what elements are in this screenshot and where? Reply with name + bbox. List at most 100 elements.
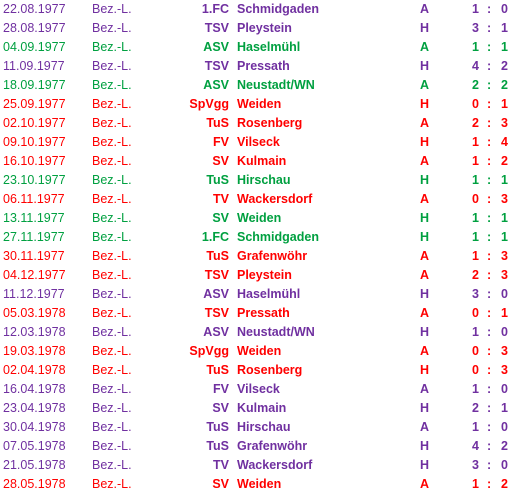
goals-against: 4 (501, 135, 508, 149)
match-row: 05.03.1978 Bez.-L. TSV Pressath A 0:1 (0, 304, 521, 323)
opponent-name: Rosenberg (237, 363, 303, 377)
venue-code: H (420, 211, 430, 225)
match-row: 22.08.1977 Bez.-L. 1.FC Schmidgaden A 1:0 (0, 0, 521, 19)
score-separator: : (487, 21, 492, 35)
venue-code: H (420, 97, 430, 111)
goals-against: 3 (501, 192, 508, 206)
match-date: 18.09.1977 (3, 78, 66, 92)
league-label: Bez.-L. (92, 173, 132, 187)
venue-code: H (420, 401, 430, 415)
match-date: 21.05.1978 (3, 458, 66, 472)
league-label: Bez.-L. (92, 21, 132, 35)
score-separator: : (487, 230, 492, 244)
score-separator: : (487, 439, 492, 453)
match-date: 22.08.1977 (3, 2, 66, 16)
league-label: Bez.-L. (92, 40, 132, 54)
venue-code: A (420, 154, 430, 168)
match-date: 16.10.1977 (3, 154, 66, 168)
opponent-name: Neustadt/WN (237, 78, 315, 92)
club-prefix: TuS (206, 439, 229, 453)
club-prefix: TSV (204, 306, 229, 320)
league-label: Bez.-L. (92, 59, 132, 73)
opponent-name: Neustadt/WN (237, 325, 315, 339)
match-date: 02.04.1978 (3, 363, 66, 377)
match-date: 04.12.1977 (3, 268, 66, 282)
opponent-name: Schmidgaden (237, 230, 319, 244)
league-label: Bez.-L. (92, 154, 132, 168)
goals-for: 4 (472, 59, 479, 73)
goals-against: 3 (501, 363, 508, 377)
match-row: 18.09.1977 Bez.-L. ASV Neustadt/WN A 2:2 (0, 76, 521, 95)
goals-against: 1 (501, 173, 508, 187)
opponent-name: Vilseck (237, 382, 280, 396)
score-separator: : (487, 97, 492, 111)
venue-code: A (420, 116, 430, 130)
league-label: Bez.-L. (92, 135, 132, 149)
goals-against: 3 (501, 268, 508, 282)
score-separator: : (487, 382, 492, 396)
opponent-name: Weiden (237, 211, 282, 225)
match-row: 02.10.1977 Bez.-L. TuS Rosenberg A 2:3 (0, 114, 521, 133)
match-row: 06.11.1977 Bez.-L. TV Wackersdorf A 0:3 (0, 190, 521, 209)
opponent-name: Grafenwöhr (237, 249, 308, 263)
score-separator: : (487, 135, 492, 149)
club-prefix: TSV (204, 21, 229, 35)
score-separator: : (487, 325, 492, 339)
goals-for: 1 (472, 40, 479, 54)
club-prefix: ASV (203, 40, 229, 54)
opponent-name: Pressath (237, 306, 290, 320)
opponent-name: Weiden (237, 477, 282, 491)
score-separator: : (487, 287, 492, 301)
opponent-name: Pleystein (237, 268, 292, 282)
match-row: 21.05.1978 Bez.-L. TV Wackersdorf H 3:0 (0, 456, 521, 475)
club-prefix: ASV (203, 325, 229, 339)
league-label: Bez.-L. (92, 116, 132, 130)
goals-for: 0 (472, 192, 479, 206)
match-date: 05.03.1978 (3, 306, 66, 320)
opponent-name: Haselmühl (237, 40, 301, 54)
opponent-name: Vilseck (237, 135, 280, 149)
club-prefix: 1.FC (201, 230, 229, 244)
venue-code: H (420, 325, 430, 339)
league-label: Bez.-L. (92, 344, 132, 358)
league-label: Bez.-L. (92, 230, 132, 244)
match-row: 13.11.1977 Bez.-L. SV Weiden H 1:1 (0, 209, 521, 228)
score-separator: : (487, 192, 492, 206)
club-prefix: SV (212, 477, 229, 491)
match-date: 12.03.1978 (3, 325, 66, 339)
goals-against: 1 (501, 21, 508, 35)
club-prefix: TSV (204, 268, 229, 282)
score-separator: : (487, 173, 492, 187)
league-label: Bez.-L. (92, 401, 132, 415)
match-date: 30.11.1977 (3, 249, 65, 263)
score-separator: : (487, 2, 492, 16)
match-date: 09.10.1977 (3, 135, 66, 149)
match-date: 23.04.1978 (3, 401, 66, 415)
goals-against: 3 (501, 344, 508, 358)
match-row: 28.05.1978 Bez.-L. SV Weiden A 1:2 (0, 475, 521, 494)
goals-against: 0 (501, 2, 508, 16)
venue-code: A (420, 2, 430, 16)
venue-code: A (420, 268, 430, 282)
score-separator: : (487, 363, 492, 377)
match-date: 19.03.1978 (3, 344, 66, 358)
match-row: 23.10.1977 Bez.-L. TuS Hirschau H 1:1 (0, 171, 521, 190)
opponent-name: Haselmühl (237, 287, 301, 301)
score-separator: : (487, 477, 492, 491)
club-prefix: ASV (203, 287, 229, 301)
venue-code: H (420, 363, 430, 377)
score-separator: : (487, 401, 492, 415)
venue-code: A (420, 382, 430, 396)
venue-code: A (420, 192, 430, 206)
match-row: 25.09.1977 Bez.-L. SpVgg Weiden H 0:1 (0, 95, 521, 114)
opponent-name: Wackersdorf (237, 192, 313, 206)
club-prefix: SV (212, 154, 229, 168)
venue-code: H (420, 458, 430, 472)
league-label: Bez.-L. (92, 458, 132, 472)
match-date: 11.09.1977 (3, 59, 65, 73)
opponent-name: Rosenberg (237, 116, 303, 130)
club-prefix: TuS (206, 173, 229, 187)
goals-for: 1 (472, 154, 479, 168)
goals-for: 4 (472, 439, 479, 453)
opponent-name: Grafenwöhr (237, 439, 308, 453)
